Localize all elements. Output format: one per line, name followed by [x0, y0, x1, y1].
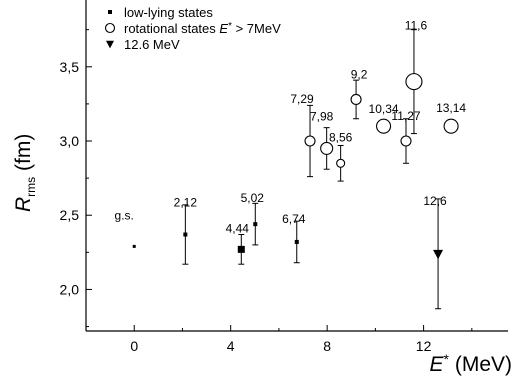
y-tick-label: 2,5 — [60, 207, 80, 223]
data-label: 6,74 — [282, 212, 306, 226]
data-point — [253, 222, 258, 227]
data-point — [320, 141, 334, 155]
data-point — [132, 244, 136, 248]
x-tick-label: 12 — [416, 338, 432, 354]
x-title-symbol: E — [430, 353, 445, 376]
data-label: 11,6 — [405, 19, 428, 33]
data-point — [400, 135, 412, 147]
data-label: 12,6 — [423, 194, 447, 208]
x-axis-title: E* (MeV) — [430, 351, 512, 376]
x-tick-label: 8 — [323, 338, 331, 354]
data-point — [237, 245, 245, 253]
legend-label: rotational states E* > 7MeV — [124, 21, 281, 36]
data-label: 9,2 — [351, 67, 368, 81]
legend-text-tail: > 7MeV — [232, 21, 281, 36]
y-tick-label: 2,0 — [60, 281, 80, 297]
y-tick-label: 3,0 — [60, 133, 80, 149]
legend-triangle-icon — [106, 40, 114, 49]
y-title-symbol: R — [12, 197, 35, 212]
legend-square-icon — [108, 10, 112, 14]
data-label: 10,34 — [369, 102, 399, 116]
data-point — [405, 73, 423, 91]
legend-text-main: rotational states — [124, 21, 219, 36]
data-label: 8,56 — [329, 130, 353, 144]
legend-text-symbol: E — [219, 21, 228, 36]
axis-titles: Rrms (fm) E* (MeV) — [12, 134, 512, 376]
data-point — [350, 93, 362, 105]
data-point — [183, 232, 188, 237]
x-tick-label: 0 — [130, 338, 138, 354]
legend-label: low-lying states — [124, 5, 213, 20]
data-label: 7,29 — [290, 92, 314, 106]
data-label: 2,12 — [174, 196, 198, 210]
x-title-superscript: * — [444, 351, 450, 367]
x-title-unit: (MeV) — [449, 353, 512, 376]
legend-text-sup: * — [228, 21, 232, 32]
data-label: 11,27 — [391, 109, 420, 123]
data-label: 4,44 — [226, 221, 250, 235]
y-axis-title: Rrms (fm) — [12, 134, 38, 212]
data-point — [294, 239, 299, 244]
data-point — [304, 135, 316, 147]
y-tick-label: 3,5 — [60, 59, 80, 75]
y-title-subscript: rms — [24, 177, 38, 197]
data-point — [433, 249, 444, 260]
x-tick-label: 4 — [227, 338, 235, 354]
y-title-unit: (fm) — [12, 134, 35, 177]
data-point — [336, 158, 346, 168]
data-marks — [132, 29, 459, 310]
data-label: 13,14 — [436, 101, 466, 115]
data-point — [443, 118, 459, 134]
data-label: 5,02 — [241, 191, 265, 205]
data-label: 7,98 — [310, 109, 334, 123]
axes — [85, 0, 508, 332]
data-point — [376, 118, 392, 134]
ticks: 0 4 8 12 2,0 2,5 3,0 3,5 — [60, 29, 473, 354]
legend-label: 12.6 MeV — [124, 37, 180, 52]
legend-circle-icon — [104, 22, 116, 34]
data-label: g.s. — [115, 208, 134, 222]
data-labels: g.s. 2,12 4,44 5,02 6,74 7,29 7,98 8,56 9,2 10,34… — [115, 19, 467, 236]
